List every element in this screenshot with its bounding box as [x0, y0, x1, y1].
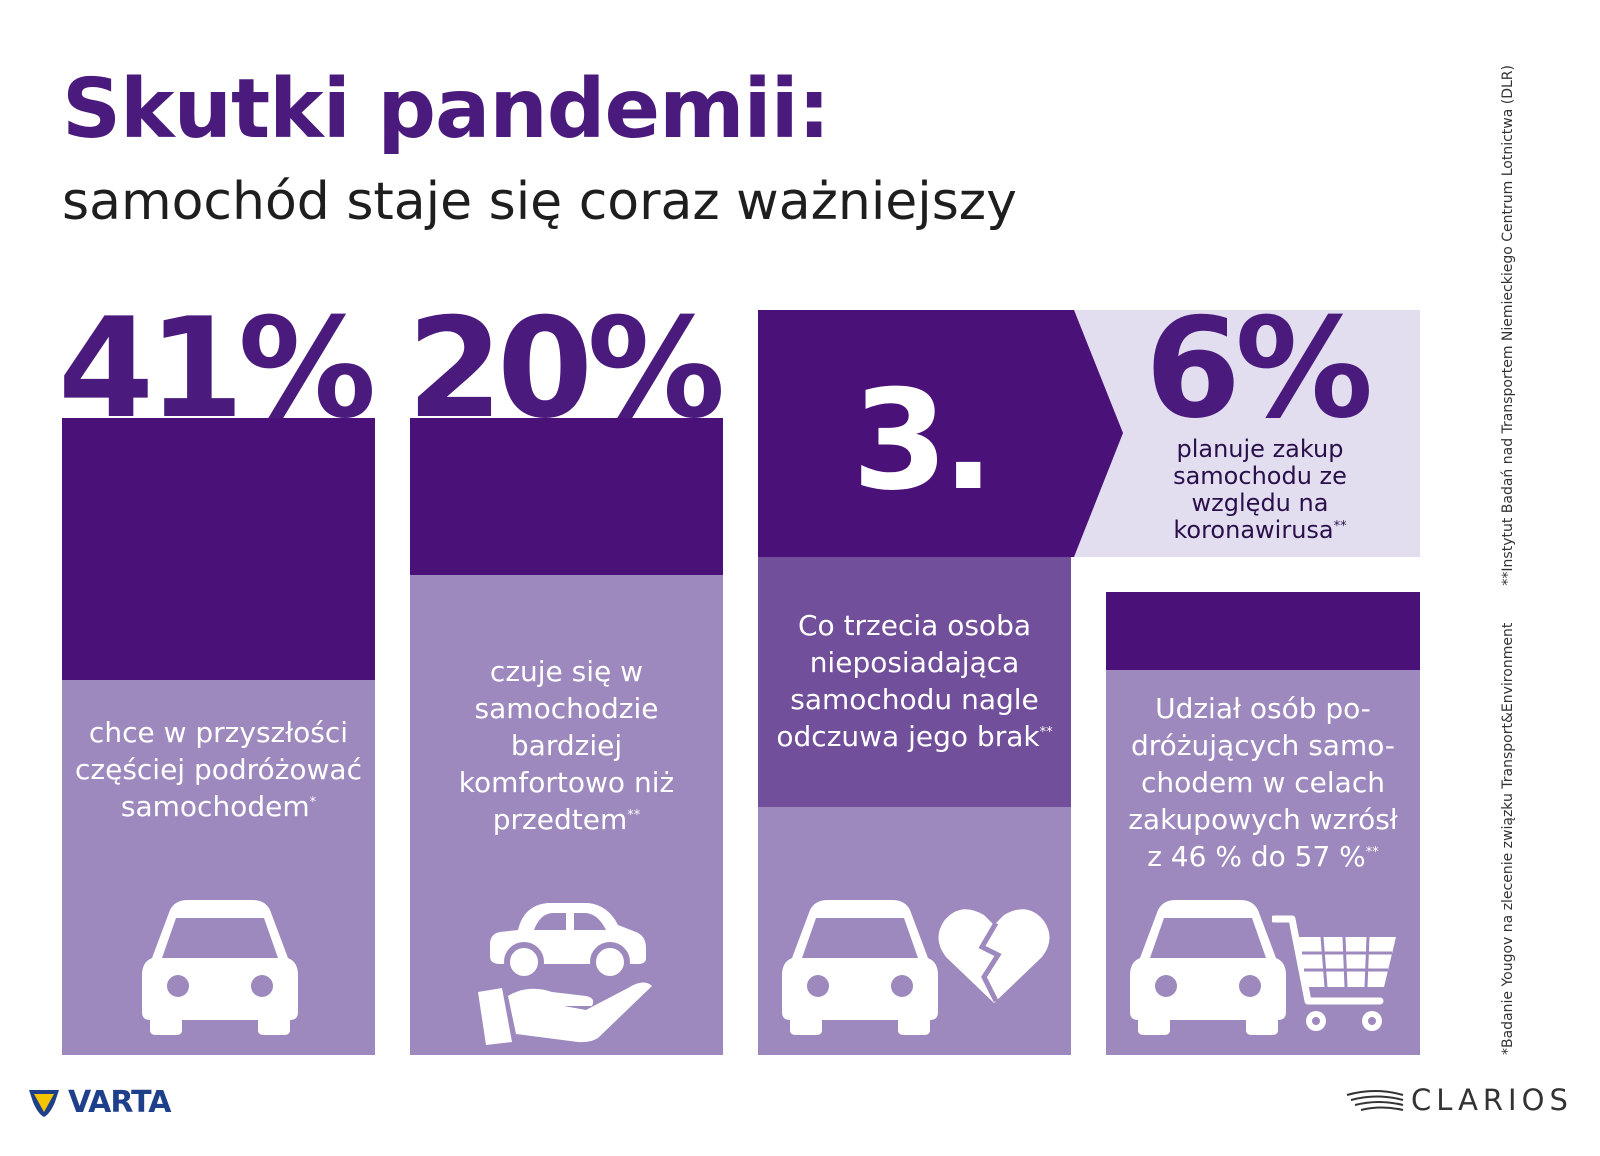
- stat-3-dark-block: [758, 310, 1074, 557]
- stat-41-caption: chce w przyszłości częściej podróżować s…: [75, 716, 362, 823]
- stat-3-mid-block: Co trzecia osoba nieposiadająca samochod…: [758, 557, 1071, 807]
- stat-shopping-caption: Udział osób po-dróżujących samo-chodem w…: [1128, 692, 1398, 873]
- shopping-cart-icon: [1272, 915, 1396, 1031]
- stat-6-footnote-mark: **: [1333, 519, 1347, 534]
- car-icon: [1130, 900, 1286, 1035]
- clarios-swoosh-icon: [1346, 1090, 1404, 1111]
- car-icon: [782, 900, 938, 1035]
- car-on-hand-icon: [478, 903, 652, 1045]
- stat-6-caption: planuje zakup samochodu ze względu na ko…: [1173, 435, 1347, 544]
- stat-shopping-dark-block: [1106, 592, 1420, 670]
- footnote-2: **Instytut Badań nad Transportem Niemiec…: [1500, 65, 1516, 586]
- footnote-1: *Badanie Yougov na zlecenie związku Tran…: [1500, 622, 1516, 1055]
- varta-logo-text: VARTA: [68, 1085, 172, 1120]
- page-subtitle: samochód staje się coraz ważniejszy: [62, 172, 1017, 232]
- stat-20-caption-wrap: czuje się w samochodzie bardziej komfort…: [444, 653, 689, 838]
- stat-3-value: 3.: [852, 360, 994, 521]
- stat-20-caption: czuje się w samochodzie bardziej komfort…: [458, 655, 675, 836]
- clarios-logo: CLARIOS: [1345, 1083, 1573, 1117]
- car-icon: [142, 900, 298, 1035]
- stat-41-footnote-mark: *: [309, 795, 317, 810]
- page-title: Skutki pandemii:: [62, 62, 831, 157]
- stat-shopping-footnote-mark: **: [1365, 845, 1379, 860]
- footnotes: *Badanie Yougov na zlecenie związku Tran…: [1500, 65, 1516, 1055]
- stat-shopping-light-block: Udział osób po-dróżujących samo-chodem w…: [1106, 670, 1420, 1055]
- broken-heart-icon: [938, 909, 1050, 1003]
- stat-20-dark-block: [410, 418, 723, 575]
- stat-6-value: 6%: [1145, 288, 1373, 449]
- stat-41-caption-wrap: chce w przyszłości częściej podróżować s…: [72, 714, 365, 825]
- stat-20-light-block: czuje się w samochodzie bardziej komfort…: [410, 575, 723, 1055]
- stat-3-caption-wrap: Co trzecia osoba nieposiadająca samochod…: [766, 607, 1063, 755]
- stat-41-light-block: chce w przyszłości częściej podróżować s…: [62, 680, 375, 1055]
- stat-6-pale-panel: [1071, 310, 1420, 557]
- clarios-logo-text: CLARIOS: [1411, 1083, 1573, 1117]
- stat-3-caption: Co trzecia osoba nieposiadająca samochod…: [776, 609, 1040, 753]
- stat-20-value: 20%: [407, 288, 725, 449]
- stat-20-footnote-mark: **: [627, 808, 641, 823]
- stat-6-caption-wrap: planuje zakup samochodu ze względu na ko…: [1150, 436, 1370, 544]
- varta-logo: VARTA: [28, 1085, 172, 1120]
- stat-41-value: 41%: [58, 288, 376, 449]
- stat-41-dark-block: [62, 418, 375, 680]
- stat-shopping-caption-wrap: Udział osób po-dróżujących samo-chodem w…: [1124, 690, 1402, 875]
- stat-3-footnote-mark: **: [1039, 725, 1053, 740]
- varta-shield-icon: [29, 1089, 59, 1117]
